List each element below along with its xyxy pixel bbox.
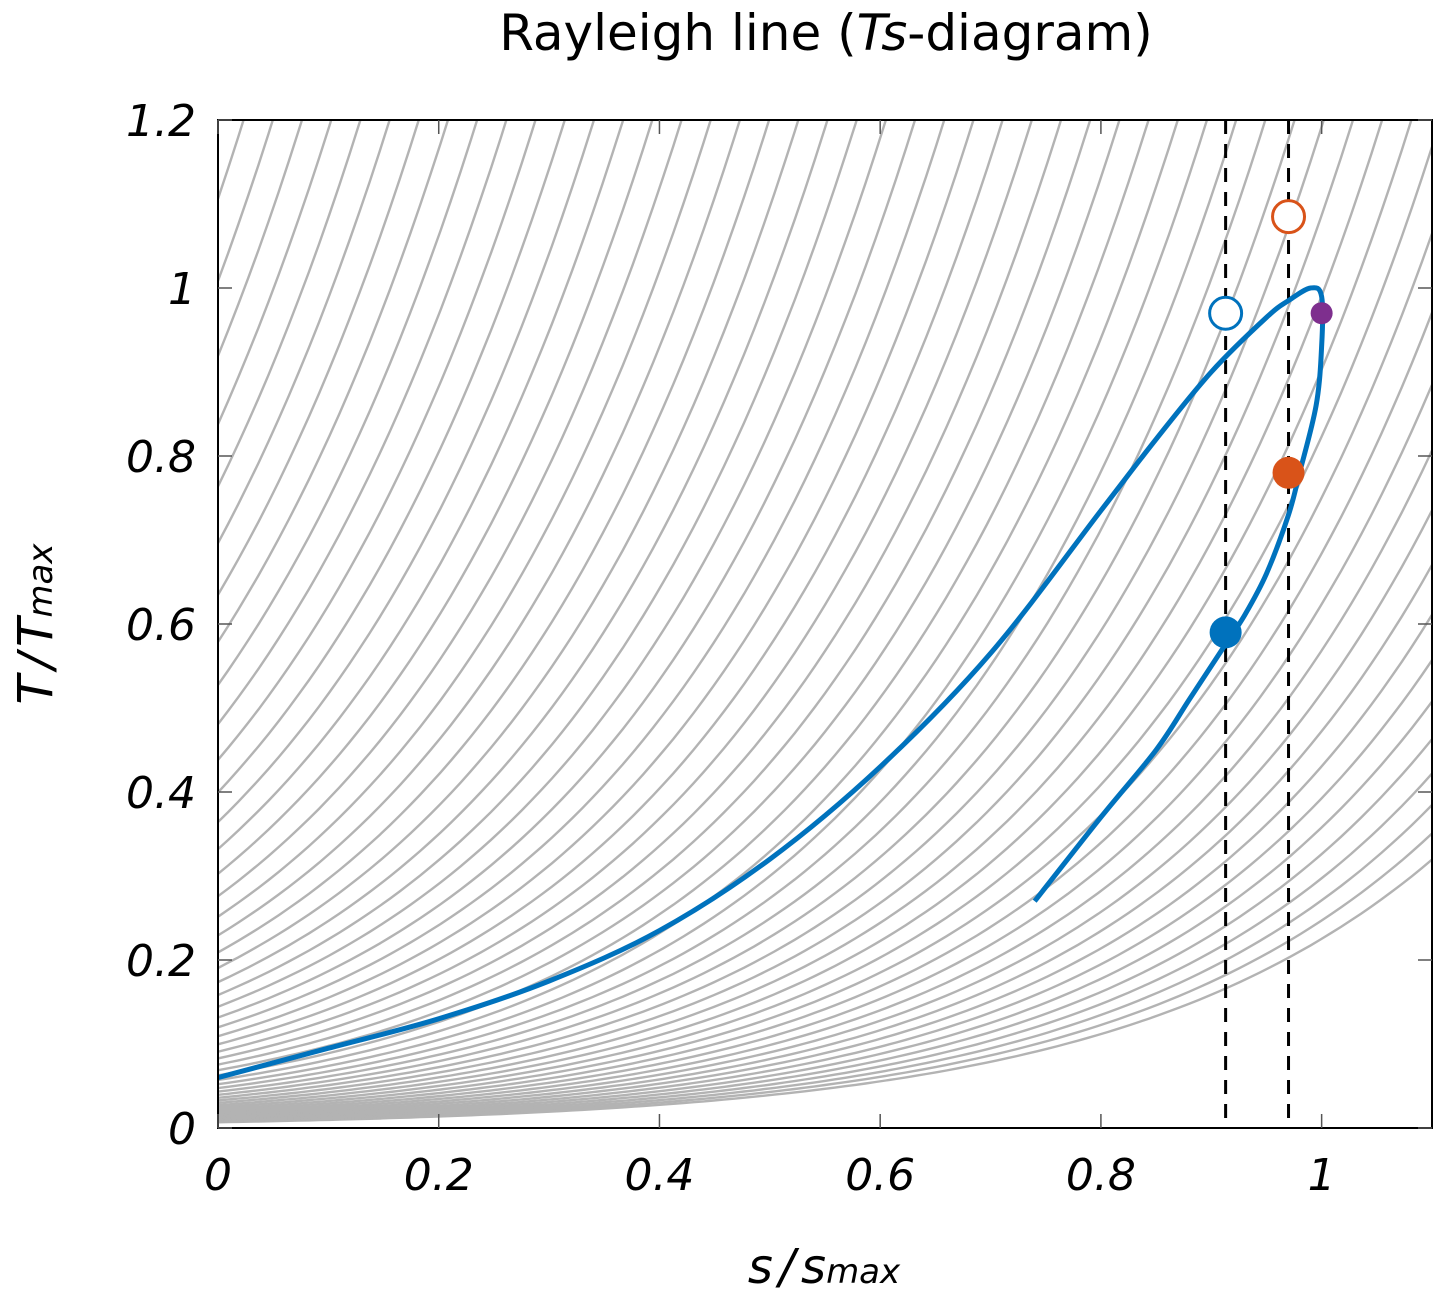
chart-title: Rayleigh line (Ts-diagram) — [499, 4, 1153, 62]
x-tick-label: 0.6 — [845, 1150, 915, 1201]
chart-title-prefix: Rayleigh line ( — [499, 4, 856, 62]
isobar-curve — [218, 120, 1121, 1072]
isobar-curve — [218, 120, 829, 984]
isobar-curve — [218, 120, 1384, 1105]
isobar-curve — [218, 312, 1432, 1112]
chart-title-italic: Ts — [857, 4, 908, 62]
isobar-curve — [218, 120, 362, 487]
isobar-curve — [218, 120, 742, 937]
open-point — [1208, 295, 1244, 331]
isobar-curve — [218, 120, 683, 898]
y-tick-label: 1.2 — [126, 96, 196, 147]
x-tick-label: 0 — [204, 1150, 232, 1201]
isobar-curve — [218, 120, 1150, 1077]
isobar-curve — [218, 120, 1063, 1060]
isobar-curve — [218, 120, 275, 282]
open-point — [1271, 199, 1307, 235]
x-tick-label: 0.8 — [1066, 1150, 1136, 1201]
isobar-curve — [218, 146, 1432, 1109]
isobar-curve — [218, 659, 1432, 1120]
isobar-curve — [218, 36, 248, 109]
isobar-curve — [218, 509, 1432, 1117]
isobar-curves — [218, 36, 1432, 1124]
y-tick-label: 1 — [168, 264, 196, 315]
axis-ticks: 0 0.2 0.4 0.6 0.8 1 0 0.2 0.4 0.6 0.8 1 1.2 — [126, 96, 1432, 1201]
isobar-curve — [218, 738, 1432, 1121]
isobar-curve — [218, 120, 537, 761]
isobar-curve — [218, 120, 946, 1029]
isobar-curve — [218, 564, 1432, 1118]
isobar-curve — [218, 233, 1432, 1111]
x-tick-label: 1 — [1308, 1150, 1336, 1201]
isobar-curve — [218, 120, 1325, 1099]
isobar-curve — [218, 120, 917, 1019]
y-tick-label: 0 — [168, 1104, 196, 1155]
isobar-curve — [218, 120, 1034, 1053]
isobar-curve — [218, 120, 1238, 1090]
filled-point — [1209, 616, 1242, 649]
isobar-curve — [218, 120, 245, 200]
isobar-curve — [218, 120, 800, 970]
isobar-curve — [218, 120, 508, 725]
isobar-curve — [218, 384, 1432, 1114]
isobar-curve — [218, 120, 1267, 1093]
isobar-curve — [218, 449, 1432, 1115]
chart-title-suffix: -diagram) — [907, 4, 1152, 62]
x-axis-label: s / smax — [748, 1239, 901, 1295]
isobar-curve — [218, 120, 975, 1038]
y-tick-label: 0.8 — [126, 432, 196, 483]
isobar-curve — [218, 700, 1432, 1121]
rayleigh-line — [218, 285, 1326, 1081]
y-tick-label: 0.2 — [126, 936, 196, 987]
y-tick-label: 0.6 — [126, 600, 196, 651]
isobar-curve — [218, 120, 333, 425]
isobar-curve — [218, 120, 304, 357]
isobar-curve — [218, 614, 1432, 1119]
isobar-curve — [218, 120, 567, 794]
isobar-curve — [218, 120, 479, 686]
isobar-curve — [218, 120, 596, 823]
isobar-curve — [218, 120, 654, 875]
filled-point — [1272, 456, 1305, 489]
isobar-curve — [218, 120, 888, 1008]
isobar-curve — [218, 120, 771, 954]
isobar-curve — [218, 772, 1432, 1122]
isobar-curve — [218, 120, 712, 918]
x-tick-label: 0.4 — [624, 1150, 694, 1201]
isobar-curve — [218, 120, 1209, 1086]
isobar-curve — [218, 120, 1413, 1107]
isobar-curve — [218, 120, 1296, 1096]
isobar-curve — [218, 120, 625, 850]
isobar-curve — [218, 120, 391, 544]
isobar-curve — [218, 120, 1004, 1046]
rayleigh-curve — [218, 285, 1326, 1081]
marker-points — [1208, 199, 1333, 649]
filled-point — [1310, 302, 1333, 325]
isobar-curve — [218, 120, 858, 997]
y-axis-label: T/Tmax — [8, 543, 64, 705]
isobar-curve — [218, 120, 450, 643]
isobar-curve — [218, 120, 421, 596]
y-tick-label: 0.4 — [126, 768, 196, 819]
x-tick-label: 0.2 — [404, 1150, 474, 1201]
isobar-curve — [218, 120, 1355, 1102]
isobar-curve — [218, 120, 1092, 1066]
